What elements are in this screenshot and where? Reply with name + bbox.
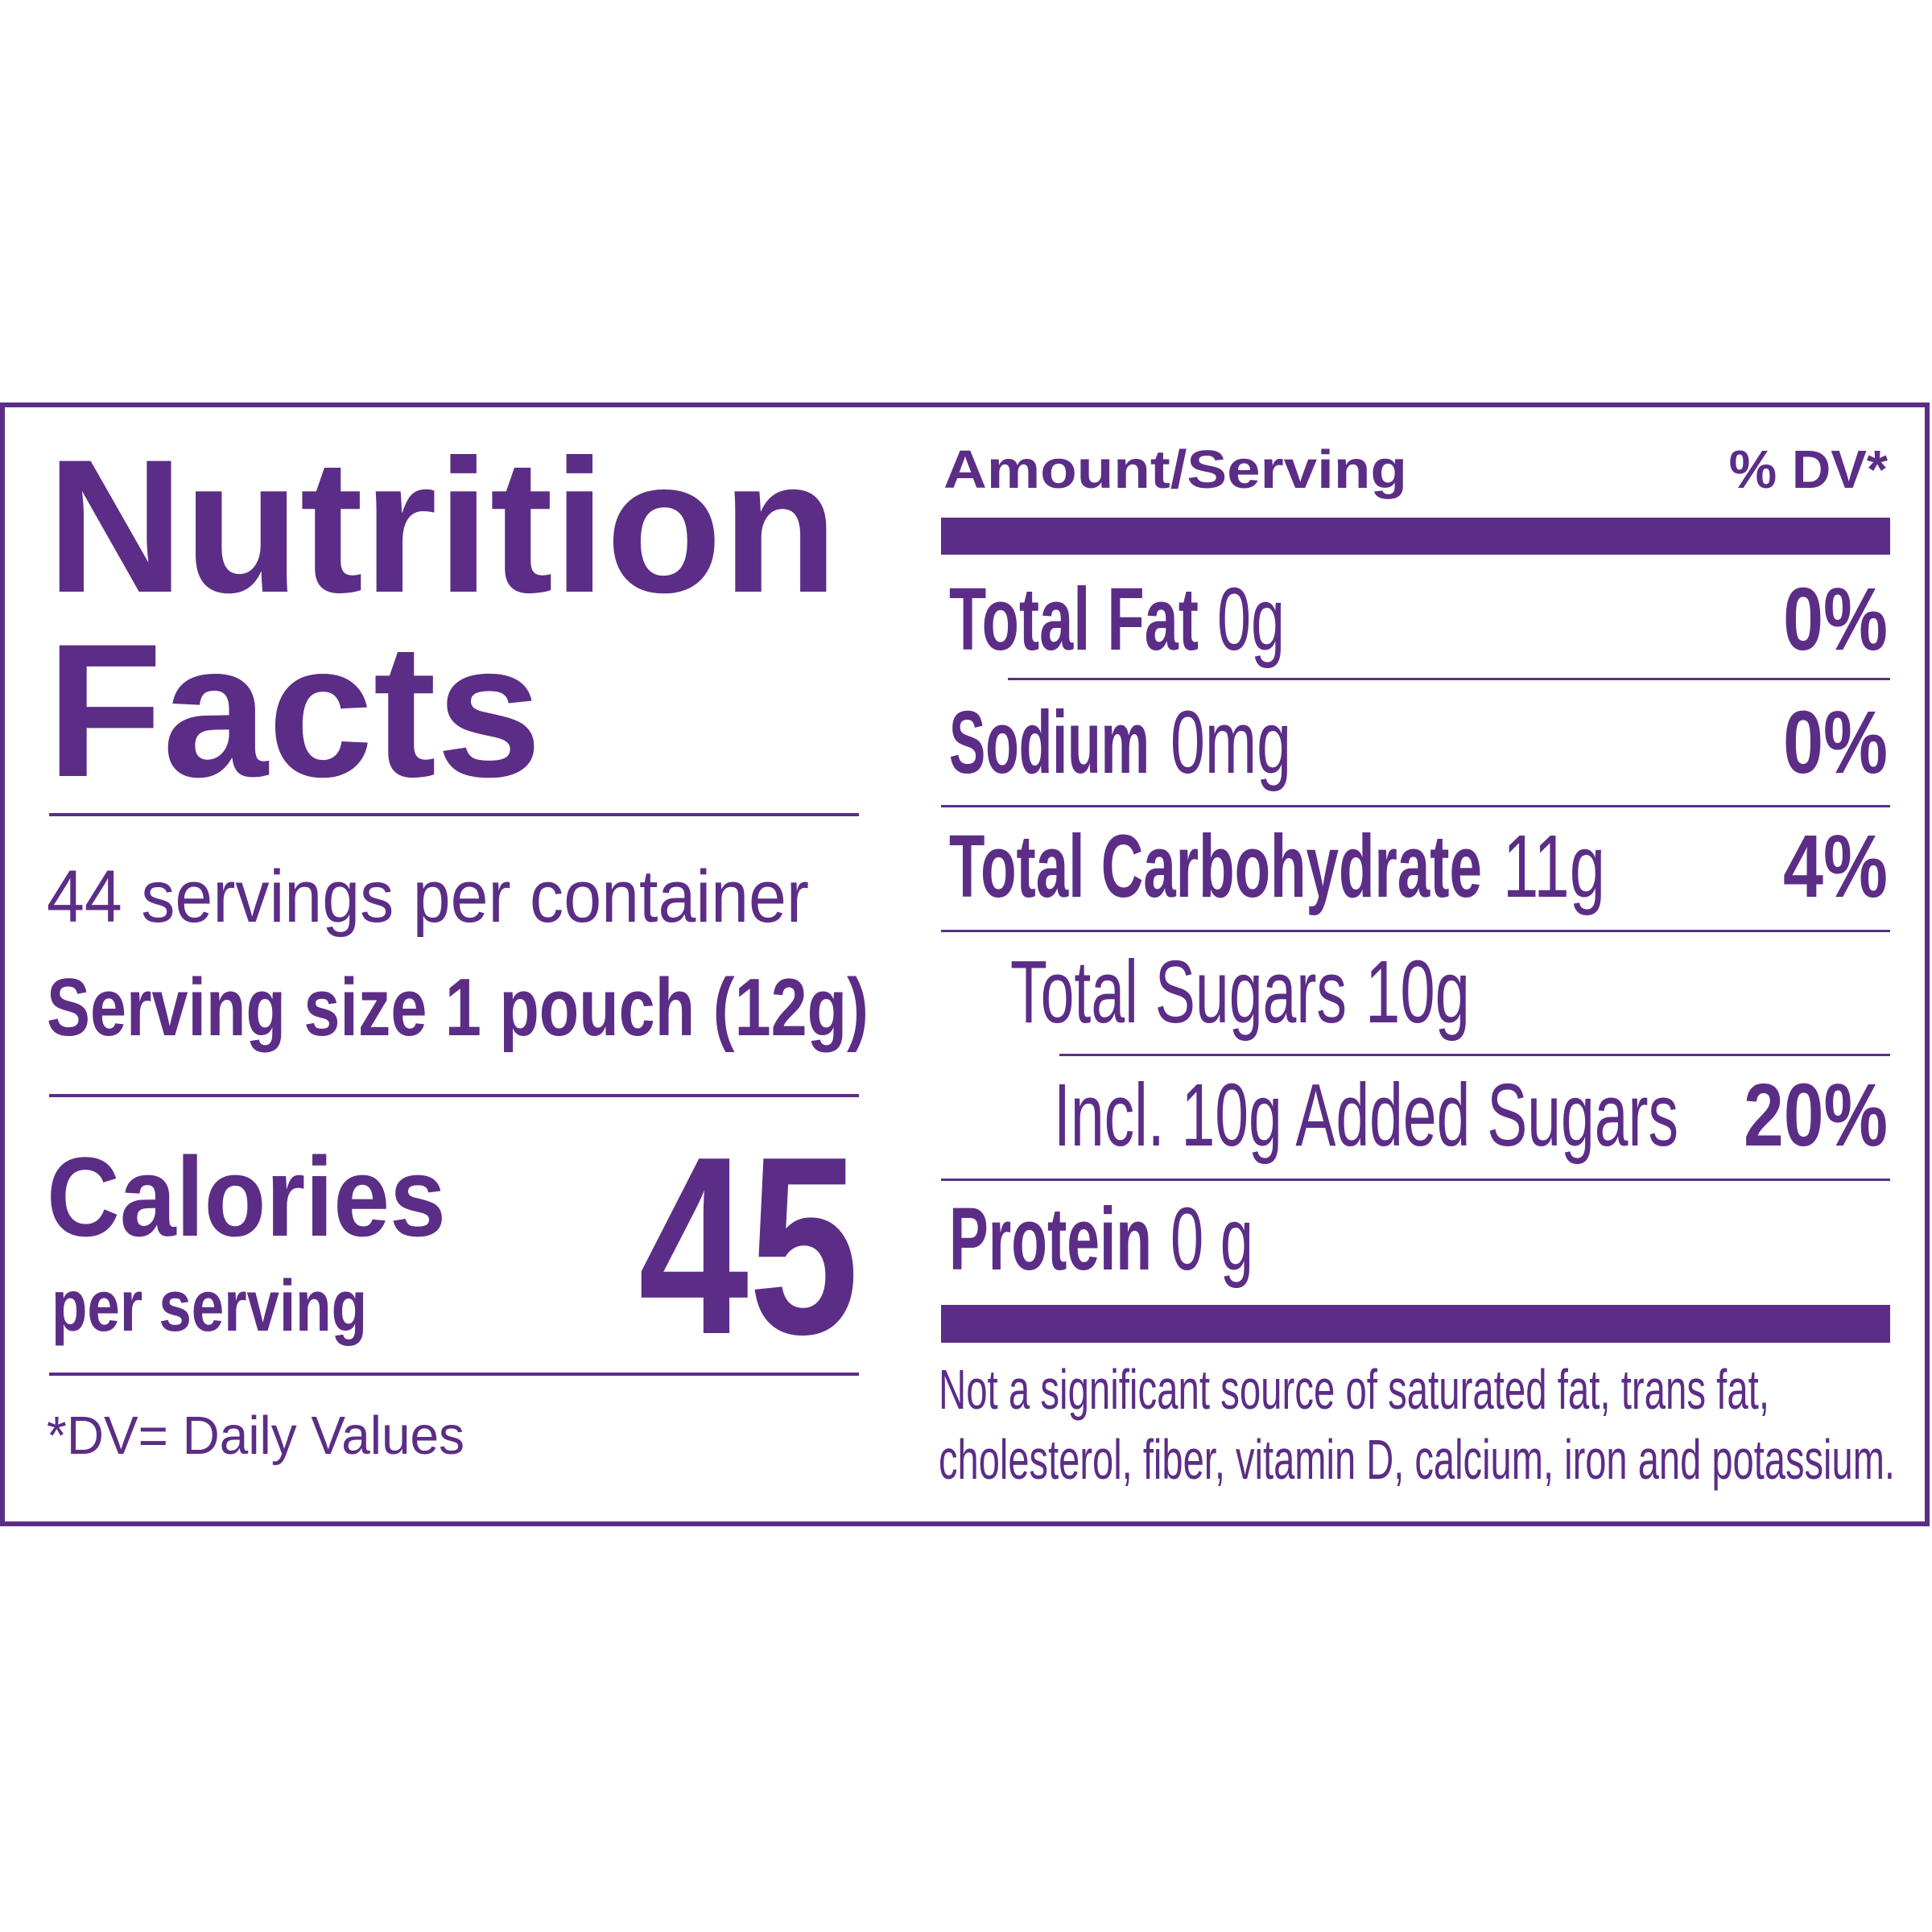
nutrient-name: Incl. 10g Added Sugars	[1054, 1066, 1678, 1165]
divider	[941, 930, 1890, 932]
nutrient-dv: 4%	[1783, 817, 1888, 916]
nutrient-amount: 0 g	[1170, 1190, 1253, 1289]
label-border	[0, 402, 1930, 1526]
divider	[49, 813, 859, 816]
calories-value: 45	[638, 1104, 859, 1387]
divider	[49, 1373, 859, 1376]
title-line: Facts	[47, 605, 542, 817]
title-line: Nutrition	[47, 420, 838, 633]
thick-bar	[941, 1305, 1890, 1343]
serving-size: Serving size 1 pouch (12g)	[47, 963, 869, 1053]
divider	[941, 1179, 1890, 1181]
header-amount: Amount/Serving	[943, 440, 1407, 500]
header-dv: % DV*	[1729, 440, 1889, 500]
nutrient-dv: 0%	[1783, 693, 1888, 792]
servings: 44 servings per container	[47, 856, 809, 938]
calories-label: Calories	[47, 1133, 446, 1260]
nutrient-dv: 0%	[1783, 570, 1888, 669]
thick-bar	[941, 518, 1890, 555]
calories-sub: per serving	[52, 1266, 367, 1347]
nutrient-amount: 11g	[1503, 817, 1605, 916]
divider	[1059, 1054, 1890, 1056]
divider	[941, 805, 1890, 807]
divider	[1008, 678, 1890, 680]
nutrient-name: Sodium	[949, 693, 1150, 792]
nutrient-name: Total Carbohydrate	[949, 817, 1482, 916]
nutrient-name: Total Fat	[949, 570, 1199, 669]
nutrient-name: Protein	[949, 1190, 1152, 1289]
nutrient-amount: 0mg	[1170, 693, 1291, 792]
footnote-line: Not a significant source of saturated fa…	[939, 1358, 1769, 1421]
nutrient-amount: 10g	[1365, 943, 1470, 1042]
nutrient-name: Total Sugars	[1010, 943, 1347, 1042]
dv-note: *DV= Daily Values	[47, 1406, 464, 1466]
nutrient-dv: 20%	[1744, 1066, 1888, 1165]
nutrient-amount: 0g	[1217, 570, 1285, 669]
divider	[49, 1094, 859, 1097]
footnote-line: cholesterol, fiber, vitamin D, calcium, …	[939, 1428, 1895, 1491]
